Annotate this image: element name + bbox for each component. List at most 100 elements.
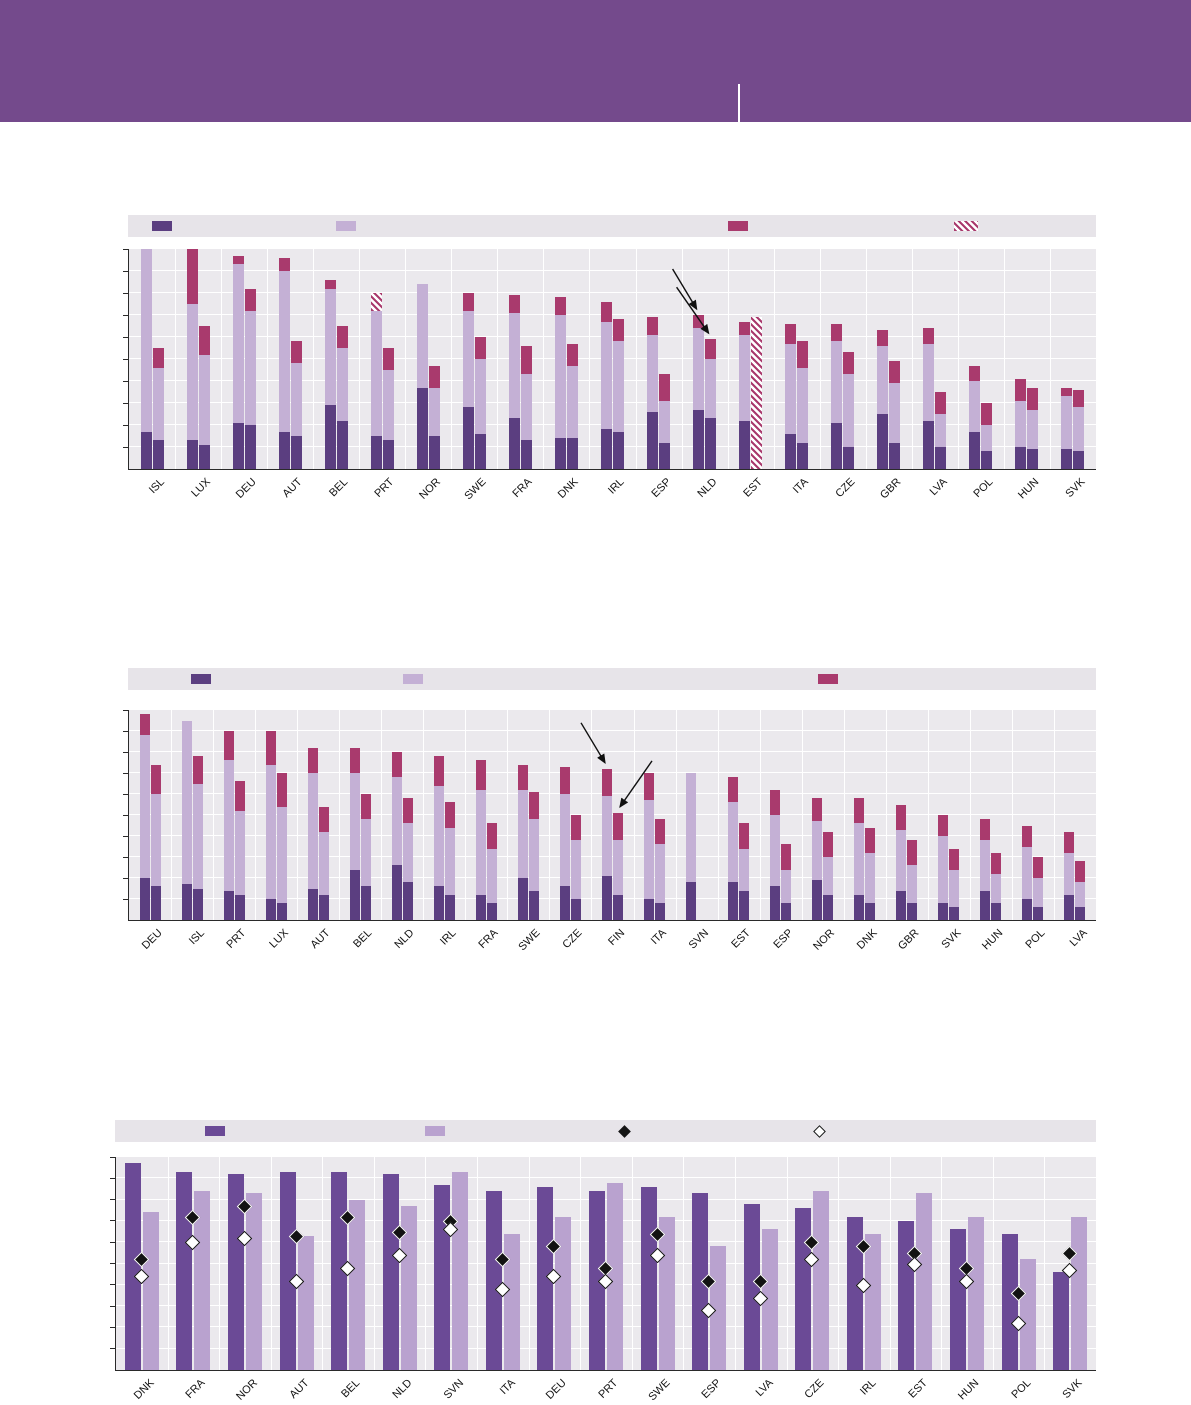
- bar-light: [349, 1199, 366, 1370]
- bar-segment-light: [402, 823, 413, 883]
- gridline: [1049, 249, 1051, 469]
- bar-segment-dark: [907, 903, 918, 920]
- bar-dark: [124, 1163, 141, 1370]
- bar-segment-dark: [602, 875, 612, 920]
- bar-segment-dark: [823, 894, 834, 920]
- bar-segment-light: [843, 374, 855, 447]
- gridline: [129, 336, 1096, 337]
- gridline: [1003, 249, 1005, 469]
- bar-segment-dark: [433, 886, 444, 920]
- bar-dark: [846, 1216, 863, 1370]
- bar-segment-accent: [307, 747, 318, 773]
- bar-dark: [537, 1186, 554, 1370]
- bar-segment-light: [980, 840, 991, 891]
- bar-segment-light: [877, 345, 889, 414]
- bar-segment-light: [889, 383, 901, 443]
- bar-segment-accent: [693, 315, 705, 329]
- gridline: [297, 710, 299, 920]
- bar-light: [761, 1229, 778, 1370]
- y-axis-tick: [110, 1284, 115, 1286]
- bar-segment-dark: [728, 882, 739, 920]
- y-axis-tick: [123, 336, 128, 338]
- bar-segment-accent: [244, 288, 256, 311]
- gridline: [957, 249, 959, 469]
- bar-segment-dark: [192, 888, 203, 920]
- y-axis-tick: [110, 1305, 115, 1307]
- bar-segment-dark: [181, 884, 192, 920]
- bar-segment-dark: [152, 440, 164, 469]
- x-axis-label: FRA: [183, 1377, 208, 1402]
- bar-segment-dark: [889, 442, 901, 469]
- legend-swatch-dark: [190, 674, 211, 684]
- bar-dark: [950, 1229, 967, 1370]
- bar-segment-accent: [570, 815, 581, 841]
- y-axis-tick: [123, 751, 128, 753]
- x-axis-label: SVK: [1060, 1377, 1085, 1402]
- bar-segment-light: [570, 840, 581, 899]
- gridline: [116, 1219, 1096, 1221]
- legend-swatch-dark: [152, 221, 173, 231]
- bar-segment-light: [949, 869, 960, 908]
- x-axis-label: CZE: [802, 1377, 827, 1402]
- bar-segment-light: [647, 334, 659, 412]
- bar-segment-accent: [935, 392, 947, 414]
- bar-segment-accent: [785, 323, 797, 344]
- gridline: [313, 249, 315, 469]
- bar-segment-accent: [602, 768, 612, 797]
- bar-segment-dark: [462, 407, 474, 469]
- bar-light: [658, 1216, 675, 1370]
- y-axis-tick: [123, 292, 128, 294]
- bar-segment-dark: [1075, 907, 1086, 920]
- bar-segment-light: [181, 720, 192, 885]
- bar-segment-accent: [444, 802, 455, 828]
- x-axis-label: GBR: [877, 476, 904, 502]
- x-axis-label: CZE: [833, 476, 858, 501]
- bar-segment-dark: [234, 894, 245, 920]
- x-axis-label: NOR: [233, 1377, 260, 1403]
- bar-segment-light: [935, 414, 947, 447]
- gridline: [129, 856, 1096, 857]
- bar-segment-dark: [812, 880, 823, 920]
- bar-segment-dark: [428, 436, 440, 469]
- bar-segment-light: [290, 363, 302, 436]
- bar-light: [916, 1193, 933, 1370]
- bar-segment-accent: [186, 249, 198, 304]
- bar-light: [1019, 1259, 1036, 1370]
- x-axis-label: AUT: [308, 927, 333, 952]
- x-axis-label: SVK: [939, 927, 964, 952]
- bar-segment-light: [475, 789, 486, 895]
- bar-segment-accent: [150, 764, 161, 794]
- bar-segment-light: [566, 365, 578, 439]
- gridline: [941, 1157, 943, 1370]
- legend-open-diamond-icon: [812, 1125, 826, 1138]
- bar-segment-accent: [1064, 831, 1075, 853]
- y-axis-tick: [123, 446, 128, 448]
- bar-segment-accent: [728, 777, 739, 803]
- bar-segment-dark: [770, 886, 781, 920]
- bar-segment-accent: [508, 295, 520, 313]
- gridline: [549, 710, 551, 920]
- y-axis-tick: [110, 1220, 115, 1222]
- gridline: [589, 249, 591, 469]
- bar-segment-dark: [781, 903, 792, 920]
- bar-segment-dark: [969, 431, 981, 469]
- bar-light: [710, 1246, 727, 1370]
- bar-segment-accent: [402, 798, 413, 824]
- x-axis-label: GBR: [895, 927, 922, 953]
- bar-segment-accent: [854, 798, 865, 824]
- bar-dark: [176, 1171, 193, 1370]
- bar-segment-dark: [693, 409, 705, 469]
- x-axis-label: SVN: [686, 927, 712, 952]
- bar-segment-accent: [382, 348, 394, 370]
- bar-segment-dark: [370, 436, 382, 469]
- bar-segment-light: [528, 819, 539, 891]
- y-axis-tick: [123, 793, 128, 795]
- bar-dark: [227, 1174, 244, 1370]
- bar-segment-dark: [198, 444, 210, 469]
- gridline: [801, 710, 803, 920]
- gridline: [889, 1157, 891, 1370]
- gridline: [129, 814, 1096, 815]
- gridline: [1053, 710, 1055, 920]
- legend-swatch-accent: [727, 221, 748, 231]
- legend-swatch-light: [335, 221, 356, 231]
